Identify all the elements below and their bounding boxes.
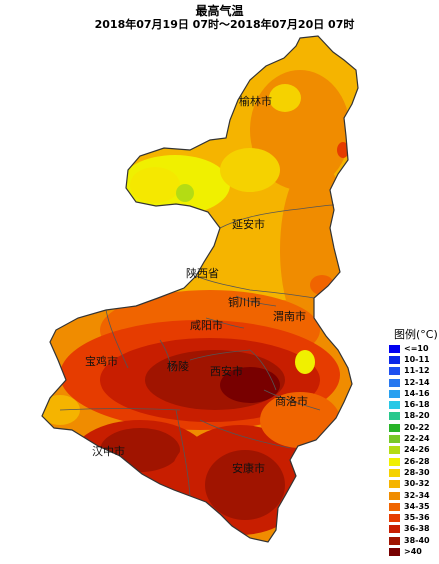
legend-swatch [389, 367, 400, 376]
label-shangluo: 商洛市 [275, 395, 308, 408]
legend-row: >40 [389, 546, 439, 557]
label-yulin: 榆林市 [239, 95, 272, 108]
legend-label: 20-22 [404, 422, 430, 432]
label-province: 陕西省 [186, 267, 219, 280]
legend-row: 16-18 [389, 399, 439, 410]
legend-swatch [389, 412, 400, 421]
legend-swatch [389, 355, 400, 364]
legend-swatch [389, 480, 400, 489]
legend-row: 24-26 [389, 445, 439, 456]
legend-row: 10-11 [389, 354, 439, 365]
map-title: 最高气温 [195, 4, 244, 18]
legend-row: 36-38 [389, 524, 439, 535]
legend-row: 11-12 [389, 366, 439, 377]
province-outline [41, 35, 359, 543]
label-hanzhong: 汉中市 [92, 445, 125, 458]
legend-label: 10-11 [404, 354, 430, 364]
legend-swatch [389, 547, 400, 556]
legend-label: 32-34 [404, 490, 430, 500]
legend-swatch [389, 536, 400, 545]
legend-row: 30-32 [389, 479, 439, 490]
legend-row: 26-28 [389, 456, 439, 467]
legend-row: 35-36 [389, 512, 439, 523]
label-baoji: 宝鸡市 [85, 355, 118, 368]
legend-items: <=10 10-11 11-12 12-14 14-16 16-18 18-20 20-22 2… [389, 343, 439, 558]
label-weinan: 渭南市 [273, 310, 306, 323]
legend-label: 28-30 [404, 467, 430, 477]
legend-label: 24-26 [404, 445, 430, 455]
legend-label: >40 [404, 546, 422, 556]
legend-label: 18-20 [404, 411, 430, 421]
label-xian: 西安市 [210, 365, 243, 378]
legend-label: 22-24 [404, 434, 430, 444]
label-tongchuan: 铜川市 [228, 296, 261, 309]
legend-row: 18-20 [389, 411, 439, 422]
legend-row: 12-14 [389, 377, 439, 388]
legend-swatch [389, 378, 400, 387]
legend-label: 34-35 [404, 501, 430, 511]
legend-row: <=10 [389, 343, 439, 354]
map-legend: 图例(°C) <=10 10-11 11-12 12-14 14-16 16-18 18-2… [389, 328, 439, 558]
legend-label: 35-36 [404, 513, 430, 523]
legend-row: 28-30 [389, 467, 439, 478]
map-subtitle-time-range: 2018年07月19日 07时～2018年07月20日 07时 [94, 18, 355, 31]
legend-row: 20-22 [389, 422, 439, 433]
legend-row: 22-24 [389, 433, 439, 444]
label-ankang: 安康市 [232, 462, 265, 475]
legend-label: 16-18 [404, 400, 430, 410]
legend-swatch [389, 389, 400, 398]
legend-row: 14-16 [389, 388, 439, 399]
legend-swatch [389, 491, 400, 500]
legend-swatch [389, 502, 400, 511]
legend-swatch [389, 344, 400, 353]
legend-row: 34-35 [389, 501, 439, 512]
legend-swatch [389, 401, 400, 410]
legend-label: 14-16 [404, 388, 430, 398]
legend-label: 26-28 [404, 456, 430, 466]
legend-title: 图例(°C) [394, 328, 438, 341]
map-title-block: 最高气温 2018年07月19日 07时～2018年07月20日 07时 [0, 4, 439, 32]
label-yangling: 杨陵 [167, 360, 189, 373]
legend-swatch [389, 514, 400, 523]
legend-swatch [389, 446, 400, 455]
label-yanan: 延安市 [232, 218, 265, 231]
legend-swatch [389, 525, 400, 534]
legend-row: 32-34 [389, 490, 439, 501]
legend-swatch [389, 468, 400, 477]
legend-swatch [389, 423, 400, 432]
legend-swatch [389, 435, 400, 444]
legend-label: <=10 [404, 343, 429, 353]
legend-label: 38-40 [404, 535, 430, 545]
legend-label: 30-32 [404, 479, 430, 489]
label-xianyang: 咸阳市 [190, 319, 223, 332]
city-boundaries [59, 204, 335, 497]
legend-label: 11-12 [404, 366, 430, 376]
legend-row: 38-40 [389, 535, 439, 546]
legend-swatch [389, 457, 400, 466]
legend-label: 36-38 [404, 524, 430, 534]
legend-label: 12-14 [404, 377, 430, 387]
